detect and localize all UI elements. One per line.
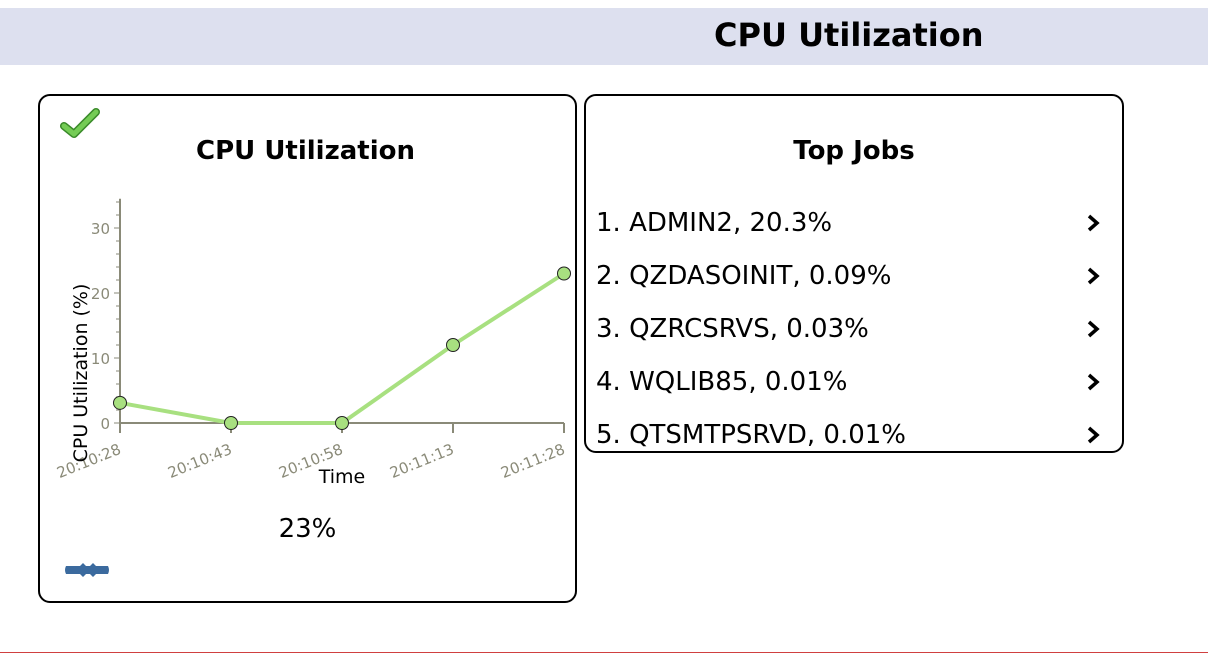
y-tick-label: 0 — [100, 415, 110, 433]
y-axis-label: CPU Utilization (%) — [70, 284, 92, 463]
x-tick-label: 20:11:28 — [498, 440, 567, 482]
top-job-label: 2. QZDASOINIT, 0.09% — [596, 260, 892, 291]
check-icon — [60, 108, 100, 138]
top-jobs-list: 1. ADMIN2, 20.3% 2. QZDASOINIT, 0.09% 3.… — [596, 196, 1102, 461]
x-tick-label: 20:11:13 — [387, 440, 456, 482]
top-job-label: 3. QZRCSRVS, 0.03% — [596, 313, 869, 344]
data-point — [113, 395, 127, 410]
data-point — [557, 266, 571, 281]
data-point — [335, 416, 349, 430]
series-line — [119, 271, 566, 425]
y-tick-label: 30 — [91, 220, 110, 238]
chevron-right-icon[interactable] — [1084, 213, 1102, 233]
x-tick-label: 20:10:43 — [165, 440, 234, 482]
top-job-item[interactable]: 4. WQLIB85, 0.01% — [596, 355, 1102, 408]
top-job-item[interactable]: 2. QZDASOINIT, 0.09% — [596, 249, 1102, 302]
cpu-card-title: CPU Utilization — [196, 136, 415, 166]
top-jobs-card: Top Jobs 1. ADMIN2, 20.3% 2. QZDASOINIT,… — [584, 94, 1124, 453]
data-point — [446, 338, 460, 352]
top-jobs-title: Top Jobs — [793, 136, 915, 166]
x-axis-label: Time — [318, 466, 366, 488]
y-tick-label: 10 — [91, 350, 110, 368]
y-tick-label: 20 — [91, 285, 110, 303]
chevron-right-icon[interactable] — [1084, 425, 1102, 445]
current-cpu-value: 23% — [278, 514, 337, 544]
top-job-item[interactable]: 3. QZRCSRVS, 0.03% — [596, 302, 1102, 355]
top-job-label: 1. ADMIN2, 20.3% — [596, 207, 833, 238]
top-job-item[interactable]: 5. QTSMTPSRVD, 0.01% — [596, 408, 1102, 461]
cpu-utilization-card: CPU Utilization 0 10 20 30 20:10:28 20:10:43 2… — [38, 94, 577, 603]
chevron-right-icon[interactable] — [1084, 266, 1102, 286]
chevron-right-icon[interactable] — [1084, 319, 1102, 339]
top-job-item[interactable]: 1. ADMIN2, 20.3% — [596, 196, 1102, 249]
resize-handle-icon[interactable] — [62, 560, 112, 580]
footer-divider — [0, 652, 1208, 653]
chevron-right-icon[interactable] — [1084, 372, 1102, 392]
page-header: CPU Utilization — [0, 8, 1208, 65]
top-job-label: 4. WQLIB85, 0.01% — [596, 366, 848, 397]
page-title: CPU Utilization — [714, 16, 984, 54]
top-job-label: 5. QTSMTPSRVD, 0.01% — [596, 419, 906, 450]
data-point — [224, 416, 238, 430]
